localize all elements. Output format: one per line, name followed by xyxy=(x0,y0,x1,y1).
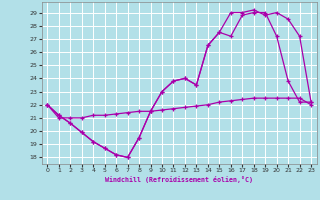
X-axis label: Windchill (Refroidissement éolien,°C): Windchill (Refroidissement éolien,°C) xyxy=(105,176,253,183)
